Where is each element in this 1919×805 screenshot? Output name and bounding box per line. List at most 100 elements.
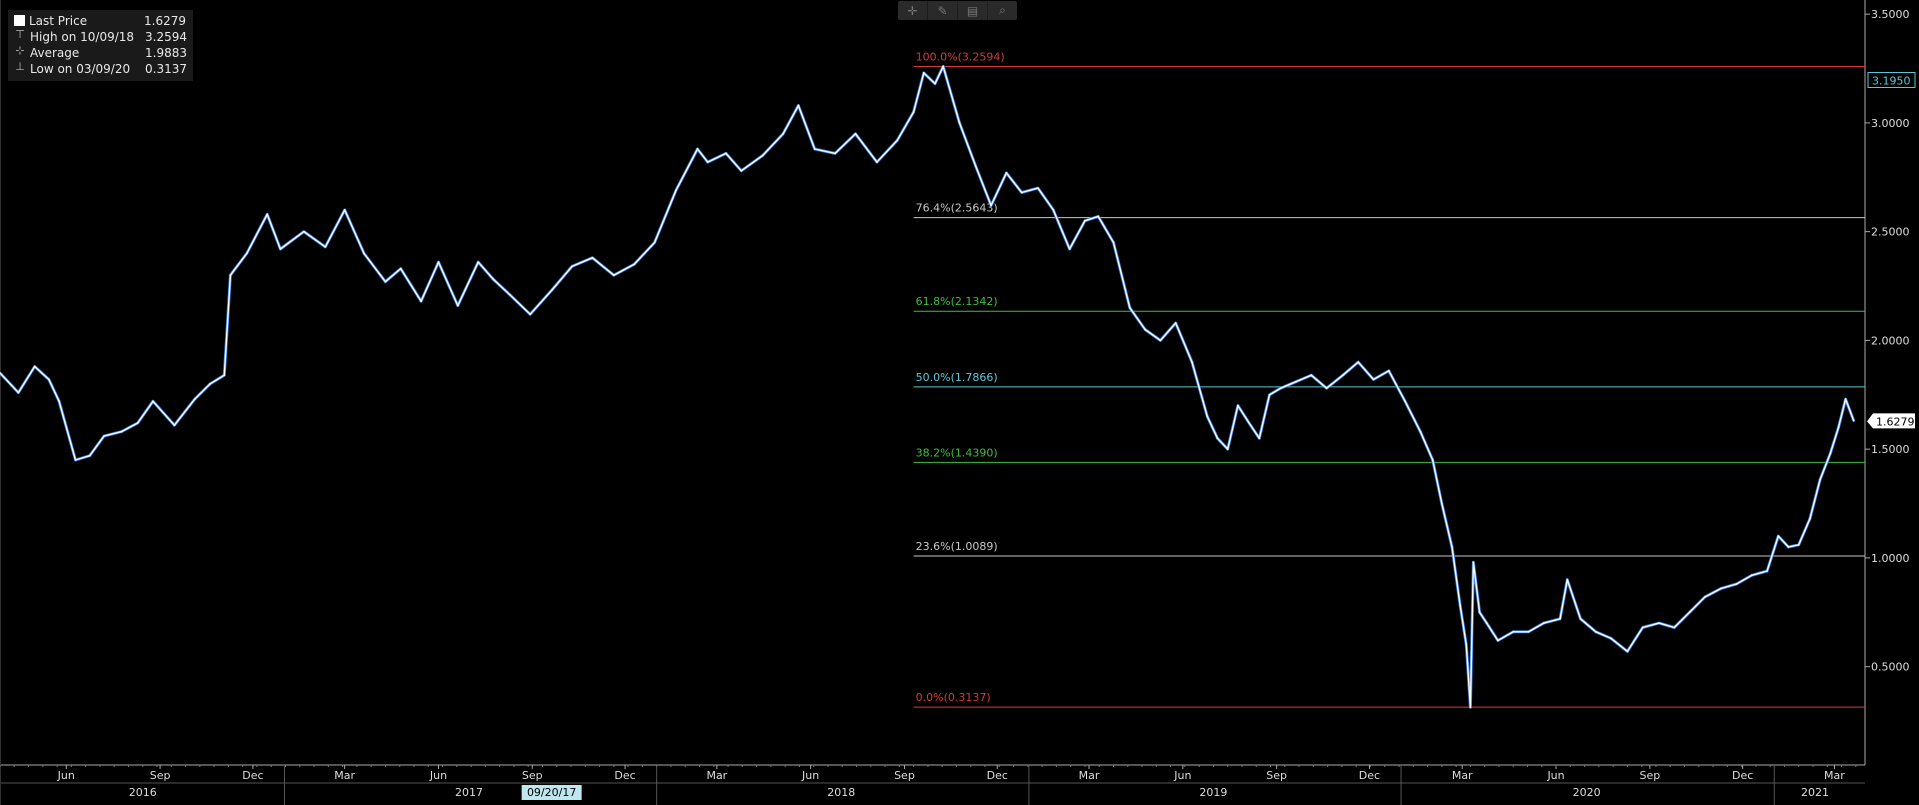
price-point <box>1688 611 1691 614</box>
price-point <box>279 248 282 250</box>
price-point <box>1237 404 1239 407</box>
price-point <box>245 252 248 255</box>
price-point <box>854 132 857 135</box>
y-tick-label: 0.5000 <box>1871 661 1910 674</box>
table-icon[interactable]: ▤ <box>957 1 987 20</box>
price-point <box>1829 452 1832 455</box>
price-point <box>876 161 878 164</box>
price-point <box>1226 448 1229 450</box>
price-point <box>1068 248 1071 250</box>
price-point <box>675 189 677 192</box>
x-month-label: Jun <box>1173 769 1191 782</box>
price-point <box>797 104 800 107</box>
price-point <box>1673 626 1676 629</box>
fib-level-label: 100.0%(3.2594) <box>916 50 1005 63</box>
price-point <box>173 424 176 427</box>
y-tick-label: 2.5000 <box>1871 226 1910 239</box>
price-point <box>1579 617 1582 620</box>
price-point <box>1005 172 1008 174</box>
price-point <box>17 391 20 394</box>
chart-frame <box>0 0 1866 805</box>
price-point <box>1465 644 1468 646</box>
x-month-label: Sep <box>1266 769 1287 782</box>
price-point <box>813 148 816 150</box>
price-point <box>152 400 154 403</box>
y-tick-label: 3.0000 <box>1871 117 1910 130</box>
price-tag-box <box>1867 71 1916 88</box>
price-point <box>1084 219 1086 222</box>
price-point <box>223 374 226 377</box>
x-month-label: Mar <box>1079 769 1100 782</box>
pencil-icon[interactable]: ✎ <box>927 1 957 20</box>
price-point <box>1295 380 1297 383</box>
price-point <box>1787 546 1790 548</box>
price-point <box>1797 543 1800 546</box>
fib-level-label: 50.0%(1.7866) <box>916 371 998 384</box>
price-point <box>399 267 402 270</box>
cursor-date-box <box>521 785 582 800</box>
price-point <box>1459 604 1462 607</box>
price-point <box>74 459 77 461</box>
legend-item-low[interactable]: ⊥ Low on 03/09/20 0.3137 <box>14 61 187 77</box>
price-point <box>653 241 656 244</box>
x-month-label: Dec <box>987 769 1008 782</box>
price-point <box>1325 387 1328 390</box>
price-point <box>456 304 459 307</box>
price-point <box>761 154 764 157</box>
price-point <box>591 256 594 259</box>
price-point <box>1559 617 1561 620</box>
last-price-tag-label: 1.6279 <box>1876 415 1915 428</box>
price-point <box>725 152 727 155</box>
fibonacci-retracement-levels: 100.0%(3.2594) 76.4%(2.5643) 61.8%(2.1342)… <box>913 50 1865 708</box>
x-year-label: 2016 <box>129 786 157 799</box>
legend-panel: Last Price 1.6279 ⊤ High on 10/09/18 3.2… <box>8 10 193 81</box>
price-point <box>58 400 60 403</box>
price-point <box>934 82 936 85</box>
price-point <box>1097 215 1100 218</box>
x-month-label: Mar <box>334 769 355 782</box>
price-point <box>384 280 387 283</box>
crosshair-icon[interactable]: ✛ <box>907 3 918 18</box>
y-axis: 0.5000 1.0000 1.5000 2.0000 2.5000 3.0000 3.50… <box>1865 8 1916 674</box>
price-point <box>0 372 1 374</box>
price-point <box>343 209 346 211</box>
magnifier-icon[interactable]: ⌕ <box>987 1 1017 20</box>
legend-value: 0.3137 <box>145 62 187 76</box>
price-point <box>1542 622 1545 624</box>
legend-item-high[interactable]: ⊤ High on 10/09/18 3.2594 <box>14 29 187 45</box>
legend-item-last-price[interactable]: Last Price 1.6279 <box>14 13 187 29</box>
x-axis: Jun Sep Dec Mar Jun Sep Dec Mar Jun Sep Dec Mar Jun S… <box>0 765 1857 805</box>
price-point <box>1112 241 1115 244</box>
price-point <box>633 263 636 266</box>
price-point <box>696 148 699 150</box>
price-point <box>1469 706 1472 709</box>
price-point <box>229 274 232 277</box>
price-point <box>1720 587 1723 590</box>
chart-toolbar: ✛ ✎ ▤ ⌕ <box>898 1 1017 20</box>
high-marker-icon: ⊤ <box>15 28 25 41</box>
price-point <box>1626 650 1629 653</box>
price-point <box>1431 459 1434 461</box>
price-point <box>437 261 440 263</box>
price-point <box>1766 570 1768 572</box>
price-point <box>1735 583 1738 585</box>
price-point <box>990 204 992 207</box>
price-point <box>706 161 709 164</box>
price-point <box>1819 478 1821 481</box>
average-line-icon: ⊹ <box>15 44 25 57</box>
price-point <box>136 422 139 424</box>
legend-item-average[interactable]: ⊹ Average 1.9883 <box>14 45 187 61</box>
y-tick-label: 1.0000 <box>1871 552 1910 565</box>
price-point <box>1837 426 1840 429</box>
price-point <box>420 300 422 303</box>
price-point <box>834 152 836 155</box>
x-month-label: Sep <box>150 769 171 782</box>
y-tick-label: 1.5000 <box>1871 443 1910 456</box>
price-point <box>922 72 925 74</box>
price-point <box>1844 398 1847 400</box>
legend-value: 1.9883 <box>145 46 187 60</box>
x-month-label: Sep <box>894 769 915 782</box>
price-point <box>508 293 511 296</box>
price-point <box>1777 535 1780 537</box>
